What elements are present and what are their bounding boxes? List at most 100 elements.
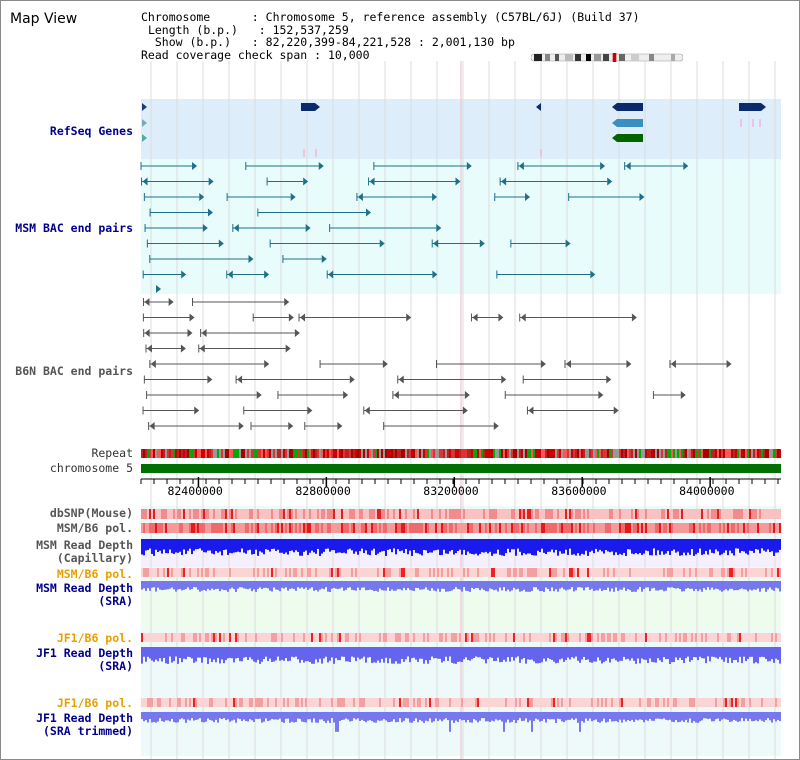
- jf1-depth-trimmed-bar: [695, 712, 697, 723]
- msm-depth-sra-bar: [545, 581, 547, 588]
- repeat-segment: [677, 449, 679, 458]
- jf1-b6-pol-bar: [689, 633, 691, 642]
- jf1-b6-pol-bar: [729, 633, 731, 642]
- dbsnp-bar: [391, 509, 393, 519]
- jf1-b6-pol-bar: [749, 633, 751, 642]
- jf1-depth-trimmed-bar: [307, 712, 309, 720]
- repeat-segment: [141, 449, 143, 458]
- repeat-segment: [205, 449, 207, 458]
- jf1-depth-sra-bar: [239, 647, 241, 662]
- msm-depth-capillary-bar: [401, 539, 403, 551]
- repeat-segment: [279, 449, 281, 458]
- msm-bac-pair: [208, 177, 214, 186]
- jf1-depth-trimmed-bar: [143, 712, 145, 722]
- msm-depth-sra-bar: [491, 581, 493, 590]
- jf1-b6-pol-bar: [563, 633, 565, 642]
- msm-b6-pol-bar-2: [247, 568, 249, 577]
- jf1-b6-pol-bar: [687, 633, 689, 642]
- jf1-depth-trimmed-bar: [425, 712, 427, 721]
- b6n-bac-pair: [493, 422, 499, 430]
- dbsnp-bar: [479, 509, 481, 519]
- jf1-depth-sra-bar: [643, 647, 645, 660]
- jf1-b6-pol-bar: [533, 633, 535, 642]
- jf1-b6-pol-bar: [337, 633, 339, 642]
- jf1-depth-trimmed-bar: [429, 712, 431, 719]
- dbsnp-bar: [235, 509, 237, 519]
- jf1-b6-pol-bar: [571, 633, 573, 642]
- jf1-b6-pol-bar: [467, 633, 469, 642]
- msm-b6-pol-bar: [209, 523, 211, 533]
- dbsnp-bar: [397, 509, 399, 519]
- jf1-b6-pol-bar-2: [647, 698, 649, 707]
- msm-b6-pol-bar: [439, 523, 441, 533]
- msm-b6-pol-bar-2: [717, 568, 719, 577]
- msm-depth-sra-bar: [717, 581, 719, 590]
- msm-b6-pol-bar: [737, 523, 739, 533]
- msm-b6-pol-bar-2: [445, 568, 447, 577]
- repeat-segment: [197, 449, 199, 458]
- repeat-segment: [725, 449, 727, 458]
- msm-b6-pol-bar: [469, 523, 471, 533]
- msm-depth-sra-bar: [279, 581, 281, 592]
- repeat-segment: [667, 449, 669, 458]
- msm-depth-capillary-bar: [461, 539, 463, 555]
- jf1-b6-pol-bar: [181, 633, 183, 642]
- jf1-depth-sra-bar: [569, 647, 571, 660]
- msm-b6-pol-bar: [395, 523, 397, 533]
- msm-b6-pol-bar: [579, 523, 581, 533]
- b6n-bac-pair: [498, 313, 504, 322]
- jf1-b6-pol-bar-2: [285, 698, 287, 707]
- msm-depth-capillary-bar: [375, 539, 377, 555]
- msm-b6-pol-bar: [335, 523, 337, 533]
- msm-b6-pol-bar-2: [259, 568, 261, 577]
- repeat-segment: [289, 449, 291, 458]
- msm-depth-sra-bar: [199, 581, 201, 592]
- chromosome-ideogram[interactable]: [531, 53, 683, 62]
- msm-b6-pol-bar-2: [373, 568, 375, 577]
- jf1-depth-trimmed-bar: [745, 712, 747, 719]
- jf1-depth-sra-bar: [253, 647, 255, 662]
- jf1-depth-sra-bar: [737, 647, 739, 663]
- jf1-depth-sra-bar: [499, 647, 501, 663]
- msm-b6-pol-bar: [723, 523, 725, 533]
- msm-b6-pol-bar-2: [647, 568, 649, 577]
- jf1-b6-pol-bar-2: [625, 698, 627, 707]
- msm-depth-capillary-bar: [493, 539, 495, 554]
- repeat-segment: [263, 449, 265, 458]
- jf1-b6-pol-bar-2: [273, 698, 275, 707]
- msm-b6-pol-bar-2: [221, 568, 223, 577]
- jf1-b6-pol-bar: [719, 633, 721, 642]
- msm-depth-sra-bar: [665, 581, 667, 591]
- jf1-depth-sra-bar: [249, 647, 251, 658]
- msm-depth-sra-bar: [309, 581, 311, 589]
- msm-depth-sra-bar: [441, 581, 443, 589]
- coverage-label: Read coverage check span: [141, 47, 308, 62]
- msm-bac-pair: [199, 193, 205, 201]
- msm-depth-sra-bar: [471, 581, 473, 588]
- dbsnp-bar: [393, 509, 395, 519]
- msm-b6-pol-bar-2: [697, 568, 699, 577]
- msm-depth-sra-bar: [473, 581, 475, 590]
- jf1-b6-pol-bar: [555, 633, 557, 642]
- jf1-b6-pol-bar: [451, 633, 453, 642]
- msm-b6-pol-bar-2: [719, 568, 721, 577]
- jf1-b6-pol-bar: [709, 633, 711, 642]
- jf1-depth-sra-bar: [223, 647, 225, 664]
- jf1-b6-pol-bar-2: [759, 698, 761, 707]
- msm-depth-capillary-bar: [737, 539, 739, 549]
- repeat-segment: [709, 449, 711, 458]
- jf1-b6-pol-bar-2: [717, 698, 719, 707]
- jf1-depth-trimmed-bar: [159, 712, 161, 719]
- msm-b6-pol-bar: [315, 523, 317, 533]
- jf1-depth-sra-bar: [283, 647, 285, 661]
- jf1-depth-sra-bar: [469, 647, 471, 661]
- jf1-b6-pol-bar: [567, 633, 569, 642]
- jf1-depth-trimmed-bar: [689, 712, 691, 719]
- jf1-depth-sra-bar: [157, 647, 159, 662]
- msm-depth-sra-bar: [333, 581, 335, 588]
- dbsnp-bar: [403, 509, 405, 519]
- jf1-b6-pol-bar-2: [767, 698, 769, 707]
- msm-depth-capillary-bar: [357, 539, 359, 555]
- jf1-depth-trimmed-bar: [443, 712, 445, 720]
